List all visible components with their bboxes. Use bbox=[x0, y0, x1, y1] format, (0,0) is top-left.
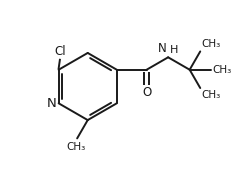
Text: CH₃: CH₃ bbox=[202, 40, 221, 49]
Text: N: N bbox=[158, 42, 167, 55]
Text: Cl: Cl bbox=[54, 45, 66, 58]
Text: CH₃: CH₃ bbox=[202, 90, 221, 100]
Text: H: H bbox=[170, 45, 178, 55]
Text: O: O bbox=[142, 86, 151, 99]
Text: CH₃: CH₃ bbox=[66, 142, 86, 152]
Text: N: N bbox=[47, 97, 56, 110]
Text: CH₃: CH₃ bbox=[212, 65, 231, 75]
